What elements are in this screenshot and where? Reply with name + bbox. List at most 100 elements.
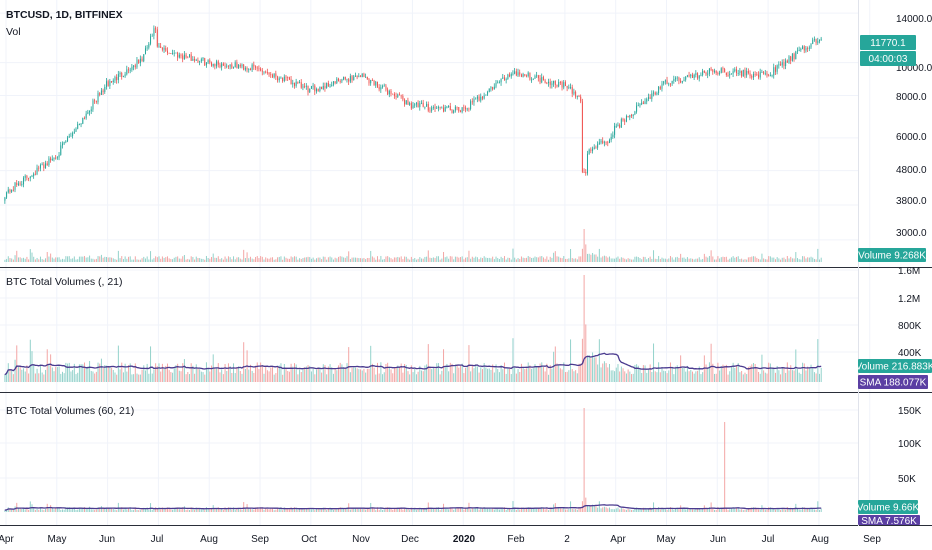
symbol-title[interactable]: BTCUSD, 1D, BITFINEX (6, 9, 123, 21)
price-volume-bar (622, 257, 624, 262)
ind1-volume-bar (620, 366, 622, 382)
price-candle (221, 63, 223, 68)
price-volume-bar (243, 249, 245, 262)
ind1-volume-bar (160, 371, 162, 382)
ind1-volume-bar (803, 363, 805, 382)
volume-tag-price[interactable]: Volume 9.268K (858, 248, 926, 262)
sma-tag-ind2[interactable]: SMA 7.576K (858, 515, 920, 527)
ind2-volume-bar (532, 508, 534, 512)
price-candle (710, 68, 712, 70)
ind1-volume-bar (683, 367, 685, 382)
price-volume-bar (180, 258, 182, 262)
price-candle (410, 103, 412, 109)
ind1-volume-bar (244, 368, 246, 382)
indicator2-y-axis[interactable]: 150K 100K 50K (898, 406, 922, 485)
price-candle (664, 80, 666, 82)
ind1-volume-bar (300, 372, 302, 382)
price-candle (519, 72, 521, 75)
price-candle (238, 65, 240, 69)
ind1-volume-bar (786, 362, 788, 382)
price-volume-bar (104, 256, 106, 262)
price-volume-bar (791, 258, 793, 262)
price-candle (666, 80, 668, 84)
price-y-axis[interactable]: 14000.0 10000.0 8000.0 6000.0 4800.0 380… (896, 14, 932, 239)
time-axis[interactable]: Apr May Jun Jul Aug Sep Oct Nov Dec 2020… (0, 534, 881, 545)
ind2-volume-bar (558, 507, 560, 512)
price-candle (805, 48, 807, 51)
price-candle (277, 76, 279, 81)
ind1-volume-bar (100, 358, 102, 382)
price-volume-bar (614, 258, 616, 262)
price-volume-bar (138, 259, 140, 262)
countdown-tag[interactable]: 04:00:03 (860, 51, 916, 66)
volume-tag-ind2[interactable]: Volume 9.66K (857, 500, 920, 514)
ind1-volume-bar (661, 367, 663, 382)
ind2-volume-bar (737, 507, 739, 512)
sma-tag-ind1[interactable]: SMA 188.077K (858, 375, 928, 389)
ind2-volume-bar (173, 508, 175, 512)
ind1-volume-bar (504, 362, 506, 382)
ind2-volume-bar (465, 508, 467, 512)
last-price-tag[interactable]: 11770.1 (860, 35, 916, 50)
price-candle (526, 75, 528, 77)
price-candle (4, 197, 6, 201)
price-candle (31, 176, 33, 177)
volume-legend[interactable]: Vol (6, 26, 21, 38)
ind2-volume-bar (165, 507, 167, 512)
price-volume-bar (576, 259, 578, 262)
ind1-volume-bar (443, 349, 445, 382)
price-candle (739, 70, 741, 73)
price-volume-bar (774, 259, 776, 262)
price-volume-bar (11, 258, 13, 262)
ind2-volume-bar (310, 509, 312, 512)
price-candle (605, 142, 607, 144)
ind1-volume-bar (109, 366, 111, 382)
ind2-volume-bar (524, 508, 526, 512)
price-candle (532, 78, 534, 80)
price-volume-bar (307, 256, 309, 262)
price-volume-bar (549, 256, 551, 262)
ind1-volume-bar (400, 363, 402, 382)
indicator1-y-axis[interactable]: 1.6M 1.2M 800K 400K (898, 266, 922, 359)
ind1-volume-bar (741, 370, 743, 382)
price-volume-bar (780, 259, 782, 262)
price-volume-bar (287, 258, 289, 262)
price-candle (610, 136, 612, 140)
ind2-volume-bar (361, 509, 363, 512)
ind2-volume-bar (106, 507, 108, 512)
price-candle (717, 73, 719, 74)
price-candle (774, 67, 776, 72)
price-volume-bar (46, 252, 48, 262)
ind1-volume-bar (16, 345, 18, 382)
price-candle (349, 76, 351, 82)
ind1-volume-bar (439, 374, 441, 382)
ind1-volume-bar (17, 367, 19, 382)
ind1-volume-bar (810, 364, 812, 382)
ind2-volume-bar (261, 507, 263, 512)
ind1-volume-bar (158, 363, 160, 382)
indicator2-title[interactable]: BTC Total Volumes (60, 21) (6, 405, 134, 417)
price-volume-bar (258, 258, 260, 262)
ind2-volume-bar (566, 509, 568, 512)
ind2-volume-bar (691, 509, 693, 512)
ind2-volume-bar (512, 501, 514, 512)
ind2-volume-bar (97, 507, 99, 512)
volume-tag-ind1[interactable]: Volume 216.883K (856, 359, 932, 373)
ind2-volume-bar (471, 507, 473, 512)
price-volume-bar (55, 257, 57, 262)
indicator1-title[interactable]: BTC Total Volumes (, 21) (6, 276, 123, 288)
ind1-volume-bar (548, 374, 550, 382)
ind2-volume-bar (466, 508, 468, 512)
ind2-volume-bar (504, 507, 506, 512)
ind1-volume-bar (498, 372, 500, 382)
ind2-volume-bar (451, 507, 453, 512)
ind1-volume-bar (559, 368, 561, 382)
ind2-volume-bar (36, 508, 38, 512)
price-volume-bar (387, 256, 389, 262)
price-candle (265, 71, 267, 73)
price-candle (654, 92, 656, 95)
price-candle (339, 80, 341, 82)
price-volume-bar (343, 257, 345, 262)
price-volume-bar (117, 250, 119, 262)
price-volume-bar (268, 258, 270, 262)
